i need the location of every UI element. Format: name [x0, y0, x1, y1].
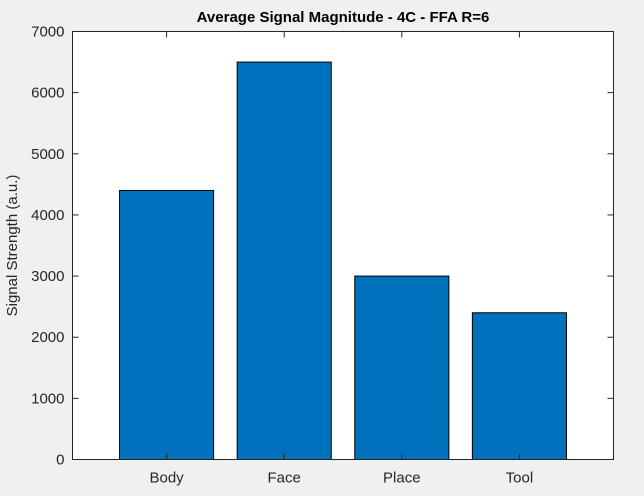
chart-title: Average Signal Magnitude - 4C - FFA R=6 — [197, 9, 490, 26]
x-tick-label-face: Face — [268, 470, 301, 487]
y-tick-label-6000: 6000 — [31, 85, 64, 102]
bar-series — [119, 61, 567, 461]
y-tick-label-4000: 4000 — [31, 207, 64, 224]
y-axis-title: Signal Strength (a.u.) — [4, 175, 21, 317]
y-tick-label-2000: 2000 — [31, 329, 64, 346]
x-tick-labels: Body Face Place Tool — [149, 470, 533, 487]
y-tick-label-5000: 5000 — [31, 146, 64, 163]
y-tick-label-3000: 3000 — [31, 268, 64, 285]
y-tick-label-1000: 1000 — [31, 390, 64, 407]
x-tick-label-tool: Tool — [506, 470, 534, 487]
bar-place — [354, 275, 450, 460]
bar-tool — [471, 312, 567, 461]
plot-frame — [72, 31, 614, 460]
y-tick-label-7000: 7000 — [31, 24, 64, 41]
bar-face — [236, 61, 332, 460]
x-tick-label-body: Body — [149, 470, 184, 487]
y-tick-label-0: 0 — [56, 452, 64, 469]
bar-body — [119, 189, 215, 460]
x-tick-label-place: Place — [383, 470, 421, 487]
y-tick-labels: 0 1000 2000 3000 4000 5000 6000 7000 — [31, 24, 64, 469]
